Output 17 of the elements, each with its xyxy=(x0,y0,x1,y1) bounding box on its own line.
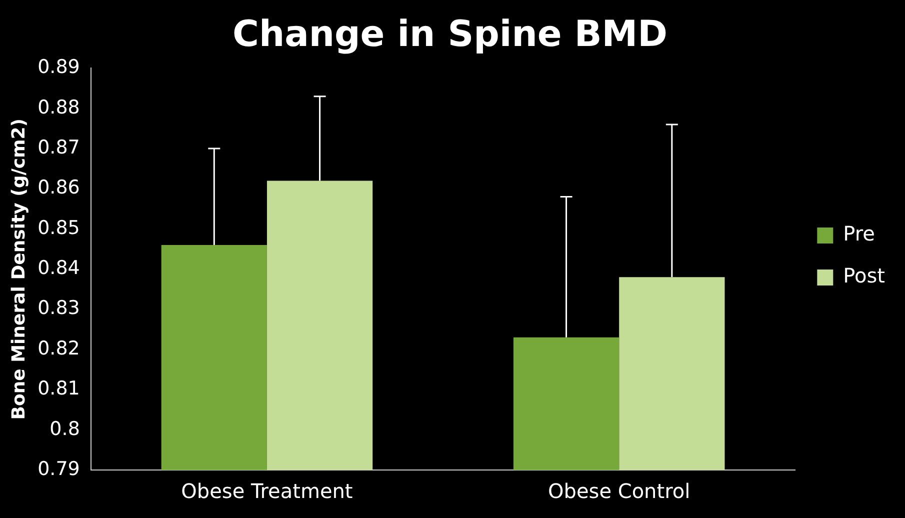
y-tick-label: 0.82 xyxy=(38,337,80,360)
y-tick-label: 0.89 xyxy=(38,56,80,78)
y-axis-title: Bone Mineral Density (g/cm2) xyxy=(8,118,30,420)
chart-title: Change in Spine BMD xyxy=(232,14,668,55)
legend-label: Pre xyxy=(843,222,875,246)
y-tick-label: 0.88 xyxy=(38,96,80,118)
x-tick-label: Obese Treatment xyxy=(181,479,353,504)
y-tick-label: 0.79 xyxy=(38,458,80,480)
y-tick-label: 0.87 xyxy=(38,136,80,158)
y-tick-label: 0.86 xyxy=(38,176,80,199)
y-tick-label: 0.8 xyxy=(50,418,80,440)
x-tick-label: Obese Control xyxy=(548,479,690,504)
legend-label: Post xyxy=(843,264,886,288)
y-tick-label: 0.85 xyxy=(38,216,80,239)
y-tick-label: 0.84 xyxy=(38,257,80,280)
y-tick-label: 0.83 xyxy=(38,297,80,320)
y-tick-label: 0.81 xyxy=(38,378,80,400)
